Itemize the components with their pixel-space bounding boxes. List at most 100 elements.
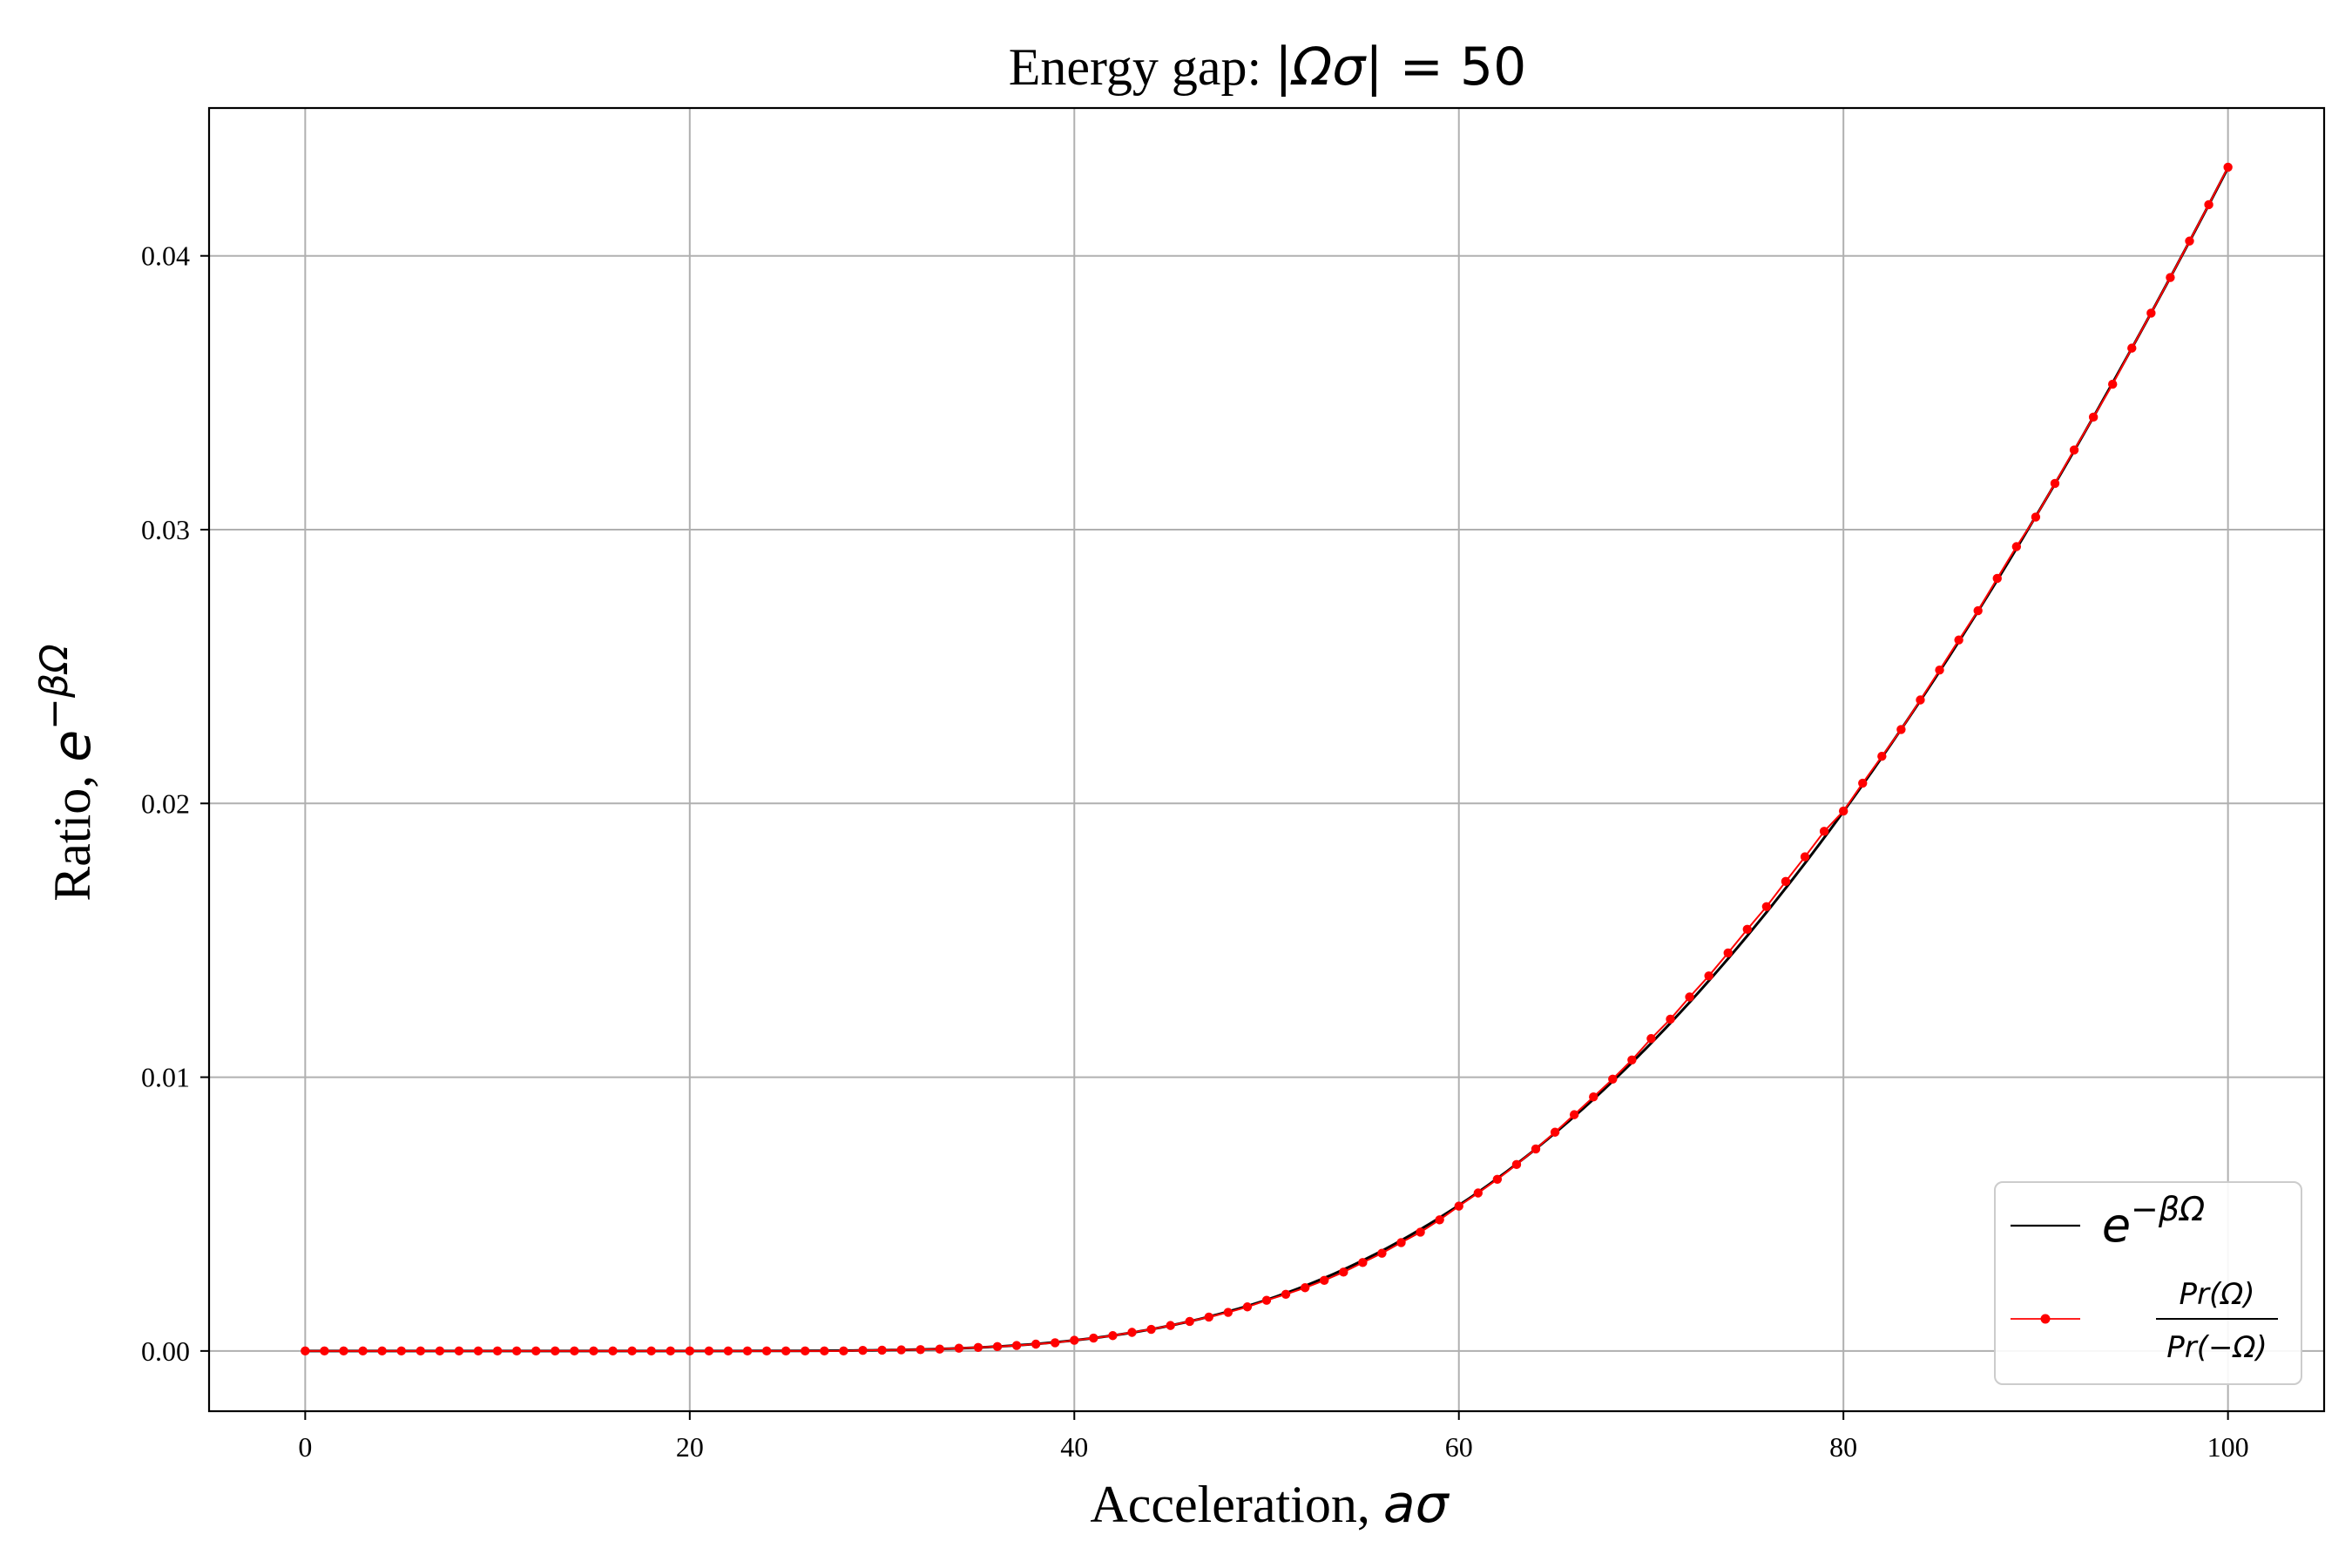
series-red-point [1242,1302,1253,1312]
plot-series [301,162,2233,1356]
y-axis-label-base: e [42,730,103,762]
series-red-point [551,1346,560,1356]
series-red-point [396,1346,406,1356]
series-red-point [1416,1227,1425,1237]
x-tick-label: 80 [1829,1431,1857,1463]
series-red-point [973,1342,983,1352]
series-red-point [1358,1258,1368,1267]
series-red-point [1742,924,1753,935]
series-red-point [1377,1248,1387,1258]
series-red-point [1569,1110,1579,1119]
series-red-point [2204,199,2213,210]
series-red-point [1031,1339,1041,1349]
y-axis-label: Ratio, e−βΩ [32,644,103,902]
series-red-point [358,1346,368,1356]
chart-title-bar: | [1274,37,1292,98]
series-red-point [1435,1215,1444,1225]
series-red-point [377,1346,387,1356]
series-red-point [627,1346,637,1356]
series-red-point [742,1346,753,1356]
series-red-point [685,1346,695,1356]
x-tick-label: 20 [676,1431,704,1463]
series-red-point [320,1346,329,1356]
series-red-point [2088,412,2099,422]
legend-label-exp-superscript: −βΩ [2131,1190,2205,1228]
y-tick-label: 0.01 [141,1062,190,1093]
series-red-point [704,1346,714,1356]
series-red-point [492,1346,503,1356]
series-red-point [1550,1127,1560,1137]
series-red-point [858,1346,868,1355]
series-red-point [801,1346,810,1356]
legend-swatch-red-marker [2040,1314,2051,1324]
series-red-point [1935,666,1944,675]
chart-title-value: | = 50 [1365,37,1526,98]
series-red-point [1589,1092,1598,1102]
series-red-point [1473,1188,1484,1198]
series-red-point [2108,379,2118,389]
series-red-point [1973,605,1983,616]
series-red-point [301,1346,310,1356]
series-red-point [1608,1074,1618,1084]
series-red-point [1781,876,1791,887]
legend: e−βΩ Pr(Ω) Pr(−Ω) [1994,1181,2302,1385]
series-red-point [1166,1321,1175,1330]
y-axis-label-text: Ratio, [44,762,101,902]
x-tick-label: 0 [298,1431,312,1463]
series-red-point [1300,1283,1310,1293]
series-red-point [1011,1341,1022,1350]
series-red-point [2011,542,2022,551]
series-red-point [435,1346,445,1356]
series-red-point [1051,1338,1060,1348]
series-red-point [1127,1328,1137,1337]
series-red-point [1800,852,1810,862]
series-red-point [839,1346,848,1356]
series-red-point [2185,236,2194,246]
series-red-point [1089,1333,1098,1343]
x-axis-label-math: aσ [1383,1474,1450,1535]
series-red-point [1146,1324,1156,1335]
series-red-point [1627,1055,1637,1064]
y-tick-label: 0.02 [141,787,190,819]
series-red-point [570,1346,579,1356]
series-red-point [761,1346,772,1356]
x-tick-label: 100 [2207,1431,2249,1463]
series-red-point [1108,1331,1118,1341]
x-tick-label: 60 [1445,1431,1473,1463]
series-red-point [1819,827,1829,836]
chart-title-prefix: Energy gap: [1009,38,1274,96]
series-red-point [1396,1238,1406,1247]
y-tick-label: 0.03 [141,514,190,545]
y-tick-label: 0.04 [141,240,190,272]
legend-label-exp-base: e [2102,1198,2131,1253]
series-red-point [608,1346,618,1356]
series-red-point [1761,902,1772,911]
series-red-point [1646,1034,1656,1044]
series-red-point [781,1346,791,1356]
series-red-point [1838,806,1848,816]
series-red-point [992,1342,1003,1352]
series-red-point [820,1346,829,1356]
series-red-point [1531,1144,1541,1154]
series-red-point [1858,778,1868,788]
series-red-point [1666,1014,1675,1024]
series-red-point [1877,752,1887,761]
series-red-point [1992,573,2002,584]
chart-title: Energy gap: |Ωσ| = 50 [1009,37,1527,98]
series-red-point [454,1346,464,1356]
series-red-point [723,1346,733,1356]
series-red-point [935,1344,944,1354]
series-red-point [954,1343,964,1353]
y-tick-label: 0.00 [141,1335,190,1367]
series-red-point [1896,725,1906,734]
series-red-point [877,1345,887,1355]
series-red-point [1070,1335,1079,1345]
chart-title-math: Ωσ [1289,37,1367,98]
series-red-point [1185,1316,1194,1327]
series-red-point [1223,1308,1233,1317]
series-red-point [1685,992,1694,1002]
series-red-point [1511,1159,1522,1170]
series-red-point [646,1346,656,1356]
series-red-point [896,1345,906,1355]
